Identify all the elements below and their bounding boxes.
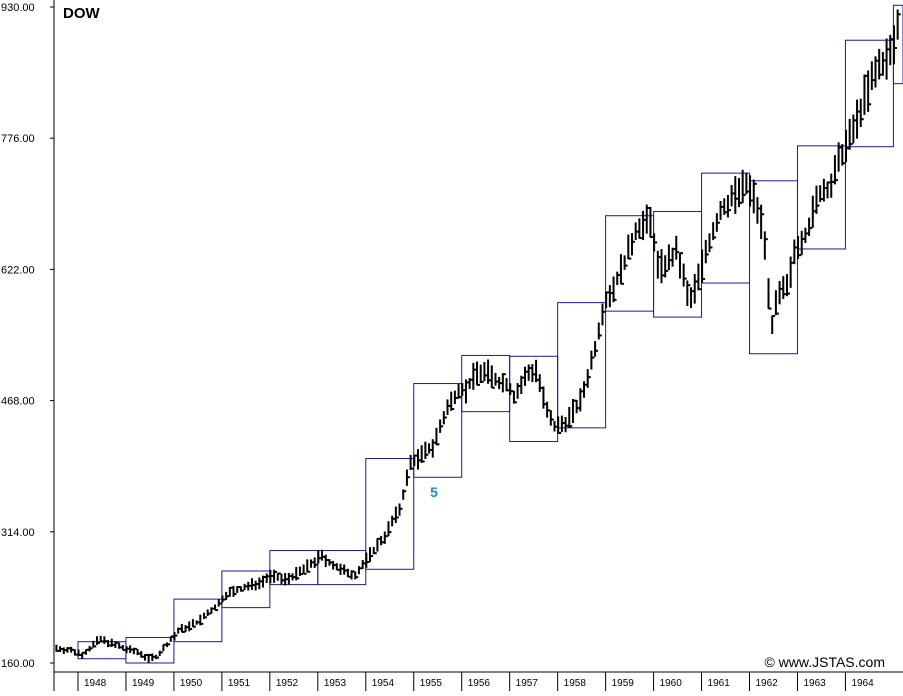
x-tick-label: 1952 xyxy=(276,678,299,689)
y-tick-label: 468.00 xyxy=(1,396,35,408)
y-tick-label: 776.00 xyxy=(1,133,35,145)
x-tick-label: 1955 xyxy=(420,678,443,689)
year-range-box xyxy=(557,302,607,429)
year-range-box xyxy=(796,145,846,250)
y-axis-ticks: 930.00 776.00 622.00 468.00 314.00 160.00 xyxy=(1,2,54,670)
x-tick-label: 1956 xyxy=(468,678,491,689)
x-axis-ticks: 1948 1949 1950 1951 1952 1953 1954 1955 1956 1957… xyxy=(77,672,874,691)
x-tick-label: 1958 xyxy=(564,678,587,689)
year-range-box xyxy=(221,570,271,609)
x-tick-label: 1948 xyxy=(84,678,107,689)
year-range-box xyxy=(844,39,894,148)
y-tick-label: 160.00 xyxy=(1,658,35,670)
x-tick-label: 1953 xyxy=(324,678,347,689)
x-tick-label: 1962 xyxy=(756,678,779,689)
watermark: © www.JSTAS.com xyxy=(764,654,885,670)
x-tick-label: 1961 xyxy=(708,678,731,689)
wave-label: 5 xyxy=(430,484,438,500)
y-tick-label: 622.00 xyxy=(1,264,35,276)
price-bars xyxy=(55,9,901,663)
x-tick-label: 1957 xyxy=(516,678,539,689)
y-tick-label: 314.00 xyxy=(1,527,35,539)
x-tick-label: 1951 xyxy=(228,678,251,689)
y-tick-label: 930.00 xyxy=(1,2,35,14)
chart-title: DOW xyxy=(63,5,101,22)
year-range-box xyxy=(173,598,223,643)
x-tick-label: 1960 xyxy=(660,678,683,689)
x-tick-label: 1949 xyxy=(132,678,155,689)
year-range-box xyxy=(413,383,463,478)
x-tick-label: 1959 xyxy=(612,678,635,689)
x-tick-label: 1954 xyxy=(372,678,395,689)
x-tick-label: 1964 xyxy=(851,678,874,689)
year-range-box xyxy=(365,458,415,570)
x-tick-label: 1963 xyxy=(803,678,826,689)
year-range-box xyxy=(749,180,798,355)
x-tick-label: 1950 xyxy=(180,678,203,689)
